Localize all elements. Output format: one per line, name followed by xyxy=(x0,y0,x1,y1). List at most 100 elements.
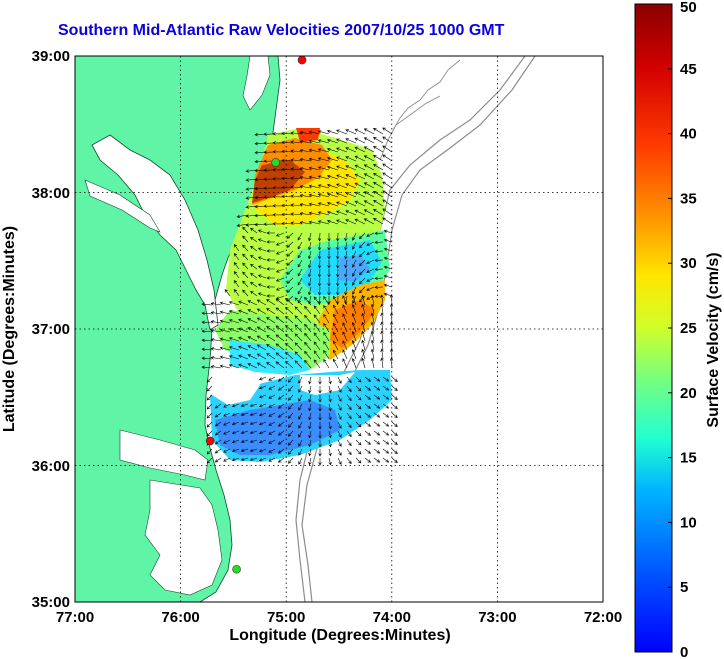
velocity-arrow xyxy=(336,268,340,278)
velocity-arrow xyxy=(317,175,330,180)
velocity-arrow xyxy=(336,183,348,189)
velocity-arrow xyxy=(373,155,384,162)
y-tick-label: 39:00 xyxy=(32,48,70,65)
velocity-arrow xyxy=(242,253,249,261)
velocity-arrow xyxy=(231,448,240,453)
velocity-arrow xyxy=(345,183,357,189)
velocity-arrow xyxy=(361,303,366,315)
potomac-river xyxy=(84,179,161,233)
colorbar-tick-label: 30 xyxy=(680,255,697,272)
velocity-arrow xyxy=(258,430,267,435)
velocity-arrow xyxy=(345,156,357,162)
velocity-arrow xyxy=(223,448,231,453)
velocity-arrow xyxy=(361,312,366,324)
velocity-arrow xyxy=(210,347,222,351)
velocity-arrow xyxy=(286,232,294,239)
velocity-arrow xyxy=(272,222,285,226)
velocity-arrow xyxy=(382,421,390,427)
colorbar-tick-label: 20 xyxy=(680,385,697,402)
velocity-arrow xyxy=(308,286,312,296)
velocity-arrow xyxy=(206,448,213,455)
velocity-arrow xyxy=(346,376,352,384)
velocity-arrow xyxy=(256,299,267,306)
velocity-arrow xyxy=(326,147,339,153)
velocity-arrow xyxy=(210,320,222,324)
velocity-arrow xyxy=(275,286,285,291)
velocity-arrow xyxy=(373,128,384,135)
velocity-arrow xyxy=(342,322,348,333)
velocity-arrow xyxy=(304,332,312,342)
velocity-arrow xyxy=(327,277,331,287)
velocity-arrow xyxy=(382,217,393,225)
velocity-arrow xyxy=(290,176,303,180)
velocity-arrow xyxy=(214,448,222,454)
velocity-arrow xyxy=(294,297,303,306)
colorbar-tick-label: 40 xyxy=(680,126,697,143)
velocity-arrow xyxy=(272,186,285,190)
velocity-arrow xyxy=(277,448,285,454)
velocity-arrow xyxy=(337,412,342,420)
velocity-arrow xyxy=(317,250,322,260)
velocity-arrow xyxy=(272,132,285,136)
velocity-arrow xyxy=(370,321,375,333)
velocity-arrow xyxy=(294,351,303,360)
velocity-arrow xyxy=(313,350,321,360)
velocity-arrow xyxy=(290,140,303,144)
velocity-arrow xyxy=(313,332,321,342)
velocity-arrow xyxy=(373,137,384,144)
velocity-arrow xyxy=(277,403,285,409)
velocity-arrow xyxy=(359,286,366,294)
velocity-arrow xyxy=(308,130,321,135)
velocity-arrow xyxy=(373,200,384,207)
velocity-arrow xyxy=(214,457,222,463)
velocity-arrow xyxy=(308,184,321,189)
velocity-arrow xyxy=(327,232,331,242)
velocity-arrow xyxy=(344,232,348,242)
velocity-arrow xyxy=(233,244,240,252)
velocity-arrow xyxy=(228,319,240,324)
velocity-arrow xyxy=(288,376,294,383)
velocity-arrow xyxy=(258,385,267,390)
velocity-arrow xyxy=(257,256,267,261)
velocity-arrow xyxy=(318,439,322,448)
velocity-arrow xyxy=(240,412,249,417)
velocity-arrow xyxy=(228,310,240,315)
velocity-arrow xyxy=(223,457,231,462)
velocity-arrow xyxy=(359,232,366,240)
velocity-arrow xyxy=(290,221,303,225)
velocity-arrow xyxy=(299,130,312,135)
velocity-arrows xyxy=(201,127,398,466)
velocity-arrow xyxy=(313,341,321,351)
velocity-arrow xyxy=(354,128,366,135)
velocity-arrow xyxy=(337,439,342,447)
velocity-arrow xyxy=(231,421,240,426)
velocity-arrow xyxy=(326,129,339,135)
velocity-arrow xyxy=(304,350,312,360)
velocity-arrow xyxy=(380,303,384,315)
velocity-arrow xyxy=(355,448,362,455)
velocity-arrow xyxy=(266,249,276,253)
velocity-arrow xyxy=(206,385,213,392)
velocity-arrow xyxy=(308,376,312,385)
velocity-arrow xyxy=(382,190,393,198)
velocity-arrow xyxy=(382,412,390,418)
velocity-arrow xyxy=(256,326,267,333)
velocity-arrow xyxy=(238,309,249,315)
velocity-arrow xyxy=(344,250,348,260)
velocity-arrow xyxy=(359,241,366,249)
velocity-arrow xyxy=(326,183,339,189)
velocity-arrow xyxy=(245,178,258,182)
velocity-arrow xyxy=(272,150,285,154)
velocity-arrow xyxy=(281,185,294,190)
velocity-arrow xyxy=(337,457,342,465)
velocity-arrow xyxy=(327,286,331,296)
velocity-arrow xyxy=(294,342,303,351)
velocity-arrow xyxy=(242,235,249,243)
velocity-arrow xyxy=(361,357,366,369)
velocity-arrow xyxy=(245,169,258,173)
velocity-arrow xyxy=(370,330,375,342)
velocity-arrow xyxy=(281,140,294,145)
velocity-arrow xyxy=(290,167,303,171)
velocity-arrow xyxy=(318,403,322,412)
velocity-arrow xyxy=(355,457,362,464)
